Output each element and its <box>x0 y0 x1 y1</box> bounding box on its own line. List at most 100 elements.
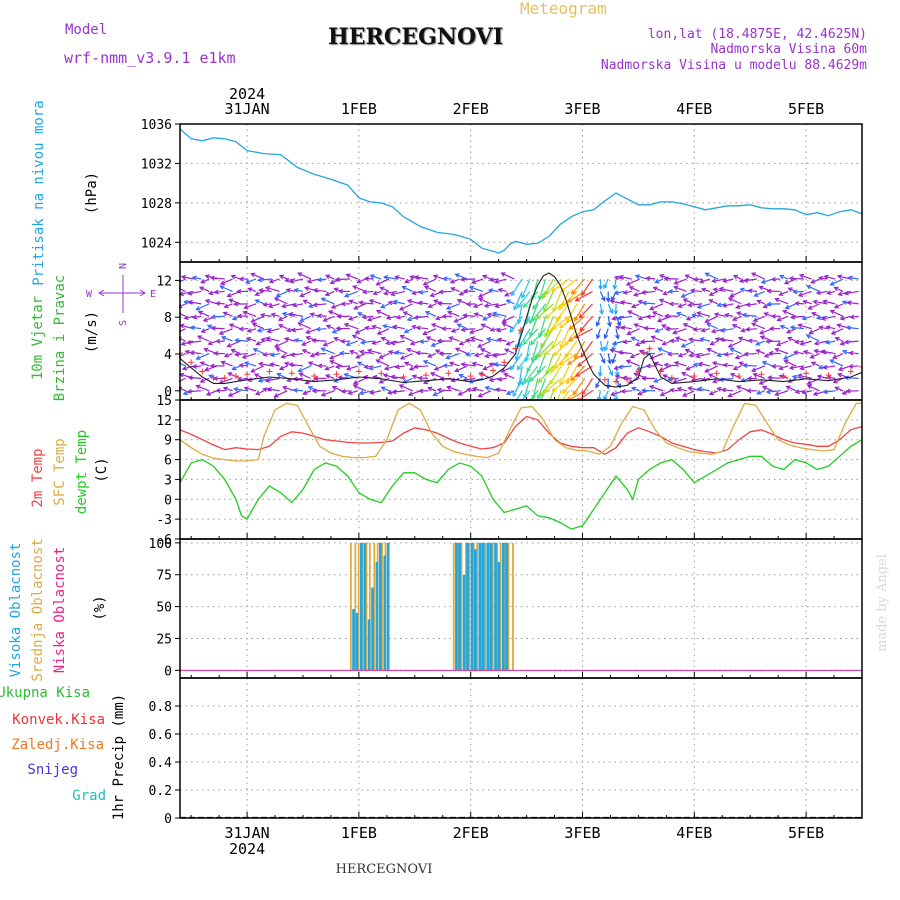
wind-arrow <box>581 378 594 395</box>
wind-arrow-head <box>417 300 423 306</box>
wind-arrow <box>630 352 640 358</box>
wind-arrow-head <box>752 372 758 378</box>
wind-arrow-head <box>324 365 330 371</box>
wind-arrow <box>798 374 812 379</box>
wind-arrow-head <box>301 349 307 354</box>
wind-arrow <box>814 340 828 345</box>
wind-arrow-head <box>311 388 317 394</box>
wind-arrow <box>419 290 429 294</box>
wind-arrow <box>664 364 679 367</box>
compass-e: E <box>150 289 156 300</box>
wind-arrow <box>300 315 312 322</box>
wind-arrow-head <box>504 348 510 353</box>
wind-arrow-head <box>195 384 201 390</box>
wind-arrow-head <box>466 387 472 393</box>
wind-arrow <box>467 303 476 305</box>
wind-arrow-head <box>837 291 843 297</box>
wind-arrow <box>682 390 695 397</box>
wind-arrow-head <box>257 378 263 383</box>
wind-arrow-head <box>677 303 683 308</box>
wind-arrow-head <box>380 386 386 391</box>
wind-arrow-head <box>669 338 675 344</box>
wind-arrow <box>641 290 656 294</box>
wind-arrow <box>756 349 765 355</box>
y-tick-label: 8 <box>164 311 172 326</box>
y-tick-label: 1028 <box>141 197 172 212</box>
wind-arrow <box>307 278 319 283</box>
wind-arrow <box>190 326 202 330</box>
mid-cloud-bar <box>484 542 486 671</box>
wind-arrow-head <box>579 326 585 332</box>
wind-arrow <box>261 338 272 342</box>
mid-cloud-bar <box>381 542 384 671</box>
wind-arrow-head <box>356 361 363 367</box>
wind-arrow-head <box>727 343 733 348</box>
wind-arrow-head <box>280 354 286 359</box>
wind-arrow <box>493 352 507 357</box>
wind-arrow <box>549 365 562 385</box>
wind-arrow-head <box>223 303 229 309</box>
wind-arrow <box>501 272 515 280</box>
wind-arrow <box>455 273 468 280</box>
wind-arrow-head <box>552 307 557 313</box>
wind-arrow <box>251 315 265 323</box>
wind-arrow-head <box>425 336 431 341</box>
wind-arrow-head <box>432 299 439 304</box>
wind-arrow <box>686 365 695 371</box>
wind-arrow-head <box>653 378 659 383</box>
wind-arrow-head <box>779 324 785 330</box>
wind-arrow-head <box>489 327 495 333</box>
wind-arrow-head <box>324 291 330 297</box>
wind-arrow <box>196 303 210 311</box>
wind-arrow-head <box>472 303 479 309</box>
wind-speed-line <box>179 272 863 388</box>
wind-arrow <box>182 365 194 370</box>
wind-arrow <box>214 290 225 293</box>
wind-arrow-head <box>340 388 346 394</box>
wind-arrow <box>181 276 194 280</box>
wind-arrow <box>803 300 812 305</box>
wind-arrow-head <box>222 311 228 317</box>
wind-arrow-head <box>269 362 275 368</box>
high-cloud-bar <box>360 542 363 671</box>
wind-arrow <box>626 278 640 286</box>
wind-arrow <box>599 303 603 314</box>
mid-cloud-bar <box>349 542 352 671</box>
y-tick-label: 0.6 <box>149 728 172 743</box>
wind-arrow-head <box>391 324 398 330</box>
wind-arrow <box>346 340 358 346</box>
wind-arrow <box>803 350 812 355</box>
wind-arrow <box>545 353 554 375</box>
wind-arrow <box>414 365 429 368</box>
wind-arrow <box>713 288 726 293</box>
wind-arrow <box>302 349 312 355</box>
wind-arrow-head <box>484 353 490 359</box>
wind-arrow-head <box>402 311 408 316</box>
wind-arrow-head <box>608 371 614 377</box>
wind-arrow <box>187 390 202 393</box>
wind-arrow-head <box>689 288 696 294</box>
wind-arrow-head <box>285 327 292 333</box>
wind-arrow-head <box>454 347 460 353</box>
wind-arrow <box>670 389 679 392</box>
wind-arrow-head <box>292 302 298 308</box>
wind-arrow <box>497 338 507 342</box>
mid-cloud-bar <box>373 542 376 671</box>
wind-arrow-head <box>200 328 206 333</box>
wind-arrow-head <box>180 341 186 346</box>
wind-arrow <box>761 278 773 284</box>
wind-arrow-head <box>394 275 400 280</box>
wind-arrow <box>396 315 405 319</box>
wind-arrow-head <box>518 342 524 348</box>
wind-arrow <box>478 290 492 298</box>
wind-arrow <box>474 313 484 317</box>
wind-arrow-head <box>500 368 506 373</box>
mid-cloud-bar <box>512 542 514 671</box>
wind-arrow <box>353 384 366 392</box>
wind-arrow <box>470 337 484 342</box>
wind-arrow-head <box>761 360 767 366</box>
wind-arrow <box>617 315 632 320</box>
wind-arrow-head <box>599 346 605 353</box>
precip-legend-item: Konvek.Kisa <box>12 712 105 728</box>
wind-arrow-head <box>649 355 655 360</box>
